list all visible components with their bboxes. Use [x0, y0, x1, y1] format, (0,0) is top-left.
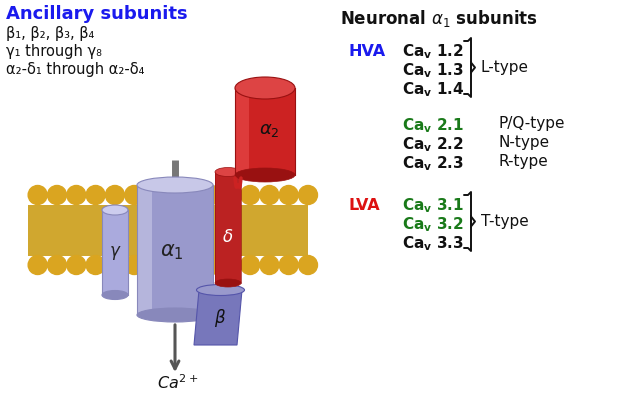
Circle shape — [163, 256, 182, 275]
Circle shape — [67, 185, 86, 205]
Circle shape — [86, 256, 105, 275]
Text: $\mathbf{Ca_v}$ 3.2: $\mathbf{Ca_v}$ 3.2 — [402, 215, 463, 234]
Text: γ₁ through γ₈: γ₁ through γ₈ — [6, 44, 102, 59]
Bar — [235, 88, 295, 175]
Text: T-type: T-type — [481, 214, 529, 229]
Text: $\mathbf{Ca_v}$ 2.2: $\mathbf{Ca_v}$ 2.2 — [402, 135, 463, 154]
Circle shape — [260, 256, 279, 275]
Polygon shape — [194, 290, 242, 345]
Text: $\mathbf{Ca_v}$ 3.3: $\mathbf{Ca_v}$ 3.3 — [402, 234, 464, 253]
Circle shape — [125, 185, 143, 205]
Text: $\mathbf{Ca_v}$ 2.1: $\mathbf{Ca_v}$ 2.1 — [402, 116, 465, 135]
Circle shape — [144, 185, 163, 205]
Ellipse shape — [215, 279, 241, 287]
Circle shape — [279, 256, 298, 275]
Text: $\alpha_2$: $\alpha_2$ — [258, 121, 279, 139]
Text: L-type: L-type — [481, 60, 529, 75]
Text: N-type: N-type — [498, 135, 549, 150]
Circle shape — [202, 185, 221, 205]
Text: HVA: HVA — [348, 44, 385, 59]
Text: $\mathbf{Ca_v}$ 1.4: $\mathbf{Ca_v}$ 1.4 — [402, 80, 465, 99]
Bar — [235, 88, 248, 175]
Text: Neuronal $\alpha_1$ subunits: Neuronal $\alpha_1$ subunits — [340, 8, 538, 29]
Text: α₂-δ₁ through α₂-δ₄: α₂-δ₁ through α₂-δ₄ — [6, 62, 144, 77]
Circle shape — [260, 185, 279, 205]
Bar — [137, 185, 152, 315]
Text: $\beta$: $\beta$ — [214, 307, 226, 329]
Circle shape — [221, 185, 240, 205]
Ellipse shape — [215, 168, 241, 177]
Circle shape — [106, 185, 125, 205]
Circle shape — [241, 185, 260, 205]
Circle shape — [298, 256, 317, 275]
Text: $\mathbf{Ca_v}$ 2.3: $\mathbf{Ca_v}$ 2.3 — [402, 154, 464, 173]
Ellipse shape — [137, 308, 213, 322]
Ellipse shape — [235, 168, 295, 182]
Ellipse shape — [102, 205, 128, 215]
Circle shape — [86, 185, 105, 205]
Text: β₁, β₂, β₃, β₄: β₁, β₂, β₃, β₄ — [6, 26, 94, 41]
Text: $\mathbf{Ca_v}$ 1.3: $\mathbf{Ca_v}$ 1.3 — [402, 61, 464, 80]
Bar — [28, 205, 308, 256]
Ellipse shape — [235, 77, 295, 99]
Circle shape — [67, 256, 86, 275]
Circle shape — [47, 256, 66, 275]
Text: R-type: R-type — [498, 154, 548, 169]
Circle shape — [183, 185, 202, 205]
Text: $\alpha_1$: $\alpha_1$ — [160, 242, 184, 262]
Circle shape — [125, 256, 143, 275]
Text: Ancillary subunits: Ancillary subunits — [6, 5, 188, 23]
Text: $\gamma$: $\gamma$ — [109, 244, 121, 262]
Circle shape — [47, 185, 66, 205]
Text: $Ca^{2+}$: $Ca^{2+}$ — [157, 374, 198, 392]
Bar — [137, 185, 213, 315]
Circle shape — [183, 256, 202, 275]
Text: $\mathbf{Ca_v}$ 3.1: $\mathbf{Ca_v}$ 3.1 — [402, 196, 465, 215]
Ellipse shape — [102, 290, 128, 300]
Circle shape — [163, 185, 182, 205]
Circle shape — [221, 256, 240, 275]
Bar — [215, 172, 241, 283]
Text: $\delta$: $\delta$ — [222, 228, 234, 246]
Circle shape — [28, 185, 47, 205]
Circle shape — [28, 256, 47, 275]
Ellipse shape — [137, 177, 213, 193]
Ellipse shape — [197, 284, 245, 296]
Circle shape — [279, 185, 298, 205]
Text: P/Q-type: P/Q-type — [498, 116, 564, 131]
Circle shape — [202, 256, 221, 275]
Bar — [102, 210, 128, 295]
Text: $\mathbf{Ca_v}$ 1.2: $\mathbf{Ca_v}$ 1.2 — [402, 42, 463, 61]
Circle shape — [241, 256, 260, 275]
Circle shape — [298, 185, 317, 205]
Circle shape — [106, 256, 125, 275]
Circle shape — [144, 256, 163, 275]
Text: LVA: LVA — [348, 198, 380, 213]
